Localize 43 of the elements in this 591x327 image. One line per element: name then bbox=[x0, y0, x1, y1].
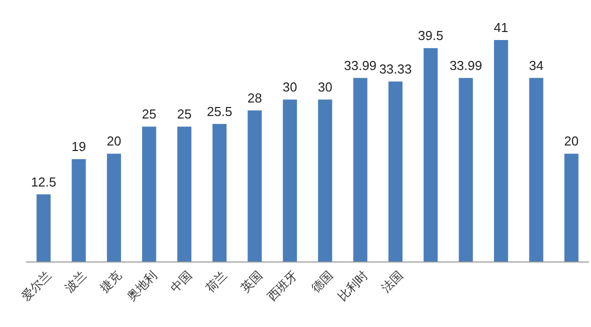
bar bbox=[72, 159, 86, 262]
data-label: 33.99 bbox=[450, 58, 482, 73]
x-tick-label: 捷克 bbox=[97, 268, 124, 296]
bar bbox=[388, 82, 403, 262]
data-label: 33.99 bbox=[344, 58, 377, 73]
data-label: 41 bbox=[494, 20, 508, 35]
x-tick-label: 中国 bbox=[168, 268, 195, 296]
x-tick-label: 西班牙 bbox=[264, 268, 300, 304]
x-tick-label: 爱尔兰 bbox=[18, 268, 54, 304]
x-tick-label: 比利时 bbox=[335, 268, 371, 304]
bar bbox=[318, 100, 332, 262]
x-tick-label: 德国 bbox=[308, 268, 336, 296]
bar bbox=[458, 78, 473, 262]
bar bbox=[142, 126, 156, 262]
data-label: 25 bbox=[177, 106, 192, 122]
data-label: 20 bbox=[564, 134, 579, 149]
bar bbox=[424, 48, 438, 262]
bar bbox=[282, 100, 297, 262]
data-label: 30 bbox=[318, 80, 332, 95]
x-tick-label: 英国 bbox=[238, 268, 266, 296]
data-label: 39.5 bbox=[418, 28, 444, 44]
data-label: 20 bbox=[106, 134, 122, 149]
bar bbox=[353, 78, 368, 262]
data-label: 25.5 bbox=[206, 104, 232, 119]
data-label: 12.5 bbox=[30, 174, 56, 190]
x-tick-label: 荷兰 bbox=[202, 268, 230, 296]
x-tick-label: 波兰 bbox=[62, 268, 90, 296]
data-label: 28 bbox=[247, 90, 262, 106]
data-label: 19 bbox=[72, 139, 86, 154]
bar bbox=[248, 110, 262, 262]
x-tick-label: 奥地利 bbox=[124, 268, 160, 304]
bar bbox=[177, 126, 192, 262]
data-label: 30 bbox=[282, 80, 298, 95]
bar bbox=[106, 154, 122, 262]
bar bbox=[36, 194, 51, 262]
x-tick-label: 法国 bbox=[378, 268, 406, 296]
bar bbox=[212, 124, 227, 262]
bar bbox=[564, 154, 578, 262]
bar bbox=[529, 78, 544, 262]
data-label: 25 bbox=[142, 106, 156, 122]
data-label: 34 bbox=[528, 58, 544, 73]
data-label: 33.33 bbox=[379, 62, 412, 77]
bar bbox=[494, 40, 508, 262]
